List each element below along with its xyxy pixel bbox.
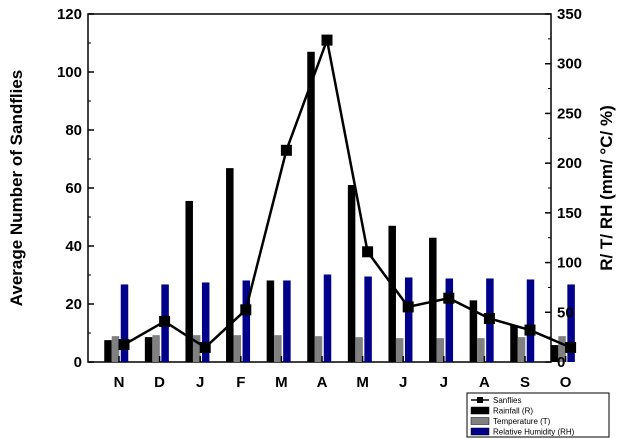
legend-label: Relative Humidity (RH) <box>493 428 575 437</box>
bar-rainfall-r <box>388 225 396 362</box>
legend-bar-swatch <box>470 427 490 436</box>
y2-tick-label: 150 <box>557 205 582 222</box>
y2-axis-label: R/ T/ RH (mm/ °C/ %) <box>597 105 616 270</box>
y-axis-label: Average Number of Sandflies <box>7 70 26 307</box>
x-tick-label: J <box>440 374 448 391</box>
sandflies-point <box>321 34 333 46</box>
x-tick-label: J <box>399 374 407 391</box>
sandflies-point <box>565 342 577 353</box>
y2-tick-label: 50 <box>557 304 574 321</box>
sandflies-point <box>524 324 536 336</box>
x-tick-label: J <box>196 374 204 391</box>
y2-tick-label: 250 <box>557 105 582 122</box>
legend-box <box>466 392 610 438</box>
bar-temperature-t <box>558 336 566 362</box>
bar-rainfall-r <box>144 337 153 362</box>
bar-relative-humidity-rh <box>526 279 535 362</box>
bar-rainfall-r <box>307 51 315 362</box>
bar-relative-humidity-rh <box>120 284 129 362</box>
bar-relative-humidity-rh <box>201 282 210 362</box>
bar-rainfall-r <box>469 300 478 362</box>
bar-temperature-t <box>355 337 363 362</box>
bar-rainfall-r <box>104 340 112 362</box>
legend: Sanflies Rainfall (R)Temperature (T) Relat… <box>466 392 610 438</box>
sandflies-point <box>280 144 292 156</box>
legend-bar-swatch <box>470 417 490 425</box>
x-tick-label: A <box>317 374 328 391</box>
bar-temperature-t <box>517 337 526 362</box>
x-tick-label: D <box>154 374 165 391</box>
y-tick-label: 20 <box>65 296 82 313</box>
y2-tick-label: 0 <box>557 354 565 371</box>
sandflies-point <box>362 246 374 258</box>
bar-relative-humidity-rh <box>364 276 372 362</box>
x-tick-label: A <box>479 374 490 391</box>
y-tick-label: 80 <box>65 122 82 139</box>
bar-rainfall-r <box>226 168 234 362</box>
x-tick-label: O <box>560 374 572 391</box>
bar-relative-humidity-rh <box>404 277 413 362</box>
sandflies-point <box>443 292 455 304</box>
bar-temperature-t <box>152 335 160 362</box>
y2-tick-label: 350 <box>557 6 582 23</box>
y2-tick-label: 100 <box>557 255 582 272</box>
y-tick-label: 60 <box>65 180 82 197</box>
y-tick-label: 120 <box>57 6 82 23</box>
bar-temperature-t <box>111 336 120 362</box>
bar-temperature-t <box>274 335 282 362</box>
bar-rainfall-r <box>550 345 559 362</box>
bar-temperature-t <box>436 338 445 362</box>
bar-temperature-t <box>233 335 242 362</box>
y-tick-label: 0 <box>74 354 82 371</box>
y-tick-label: 40 <box>65 238 82 255</box>
bar-rainfall-r <box>185 200 193 362</box>
bar-relative-humidity-rh <box>242 280 251 362</box>
y-tick-label: 100 <box>57 64 82 81</box>
legend-label: Temperature (T) <box>493 417 551 426</box>
bar-temperature-t <box>395 338 404 362</box>
bar-relative-humidity-rh <box>567 284 575 362</box>
bar-relative-humidity-rh <box>445 278 454 362</box>
plot-frame <box>87 13 552 363</box>
y2-tick-label: 200 <box>557 155 582 172</box>
sandflies-point <box>118 339 130 351</box>
bar-relative-humidity-rh <box>323 274 332 362</box>
sandflies-point <box>240 304 252 316</box>
sandflies-point <box>402 301 414 313</box>
legend-label: Sanflies <box>493 396 521 405</box>
legend-bar-swatch <box>470 406 490 415</box>
bar-temperature-t <box>477 338 485 362</box>
bar-rainfall-r <box>347 185 356 362</box>
axes-layer: 0 20 40 60 80 100 120 0 50 100 150 200 250 300 350 N D J F… <box>57 6 582 391</box>
x-tick-label: M <box>275 374 288 391</box>
sandflies-point <box>199 342 211 353</box>
x-tick-label: M <box>356 374 369 391</box>
sandflies-line <box>123 35 572 350</box>
sandflies-point <box>483 313 495 324</box>
x-tick-label: N <box>114 374 125 391</box>
bar-temperature-t <box>314 336 323 362</box>
line-layer <box>118 34 577 353</box>
sandflies-point <box>159 315 171 327</box>
y2-tick-label: 300 <box>557 56 582 73</box>
legend-label: Rainfall (R) <box>493 407 533 416</box>
bar-rainfall-r <box>510 325 518 362</box>
bar-temperature-t <box>192 335 201 362</box>
x-tick-label: S <box>520 374 530 391</box>
bar-relative-humidity-rh <box>283 280 291 362</box>
bar-rainfall-r <box>429 237 437 362</box>
x-tick-label: F <box>236 374 245 391</box>
bars-layer <box>104 51 575 362</box>
legend-marker-swatch <box>477 397 483 403</box>
bar-rainfall-r <box>266 280 275 362</box>
